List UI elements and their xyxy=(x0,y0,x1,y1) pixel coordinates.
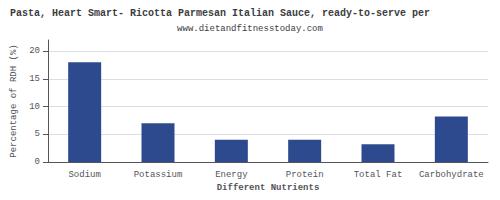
svg-text:Total Fat: Total Fat xyxy=(354,170,403,180)
svg-text:Carbohydrate: Carbohydrate xyxy=(419,170,484,180)
svg-text:Energy: Energy xyxy=(215,170,248,180)
svg-text:Sodium: Sodium xyxy=(68,170,100,180)
svg-text:20: 20 xyxy=(29,46,40,56)
svg-text:Potassium: Potassium xyxy=(134,170,183,180)
svg-text:10: 10 xyxy=(29,102,40,112)
svg-text:5: 5 xyxy=(35,129,40,139)
svg-text:Protein: Protein xyxy=(286,170,324,180)
svg-text:Percentage of RDH (%): Percentage of RDH (%) xyxy=(9,44,19,157)
svg-text:Different Nutrients: Different Nutrients xyxy=(217,183,320,193)
svg-text:0: 0 xyxy=(35,157,40,167)
svg-text:Pasta, Heart Smart- Ricotta Pa: Pasta, Heart Smart- Ricotta Parmesan Ita… xyxy=(10,8,430,19)
svg-text:15: 15 xyxy=(29,74,40,84)
svg-text:www.dietandfitnesstoday.com: www.dietandfitnesstoday.com xyxy=(177,24,323,34)
